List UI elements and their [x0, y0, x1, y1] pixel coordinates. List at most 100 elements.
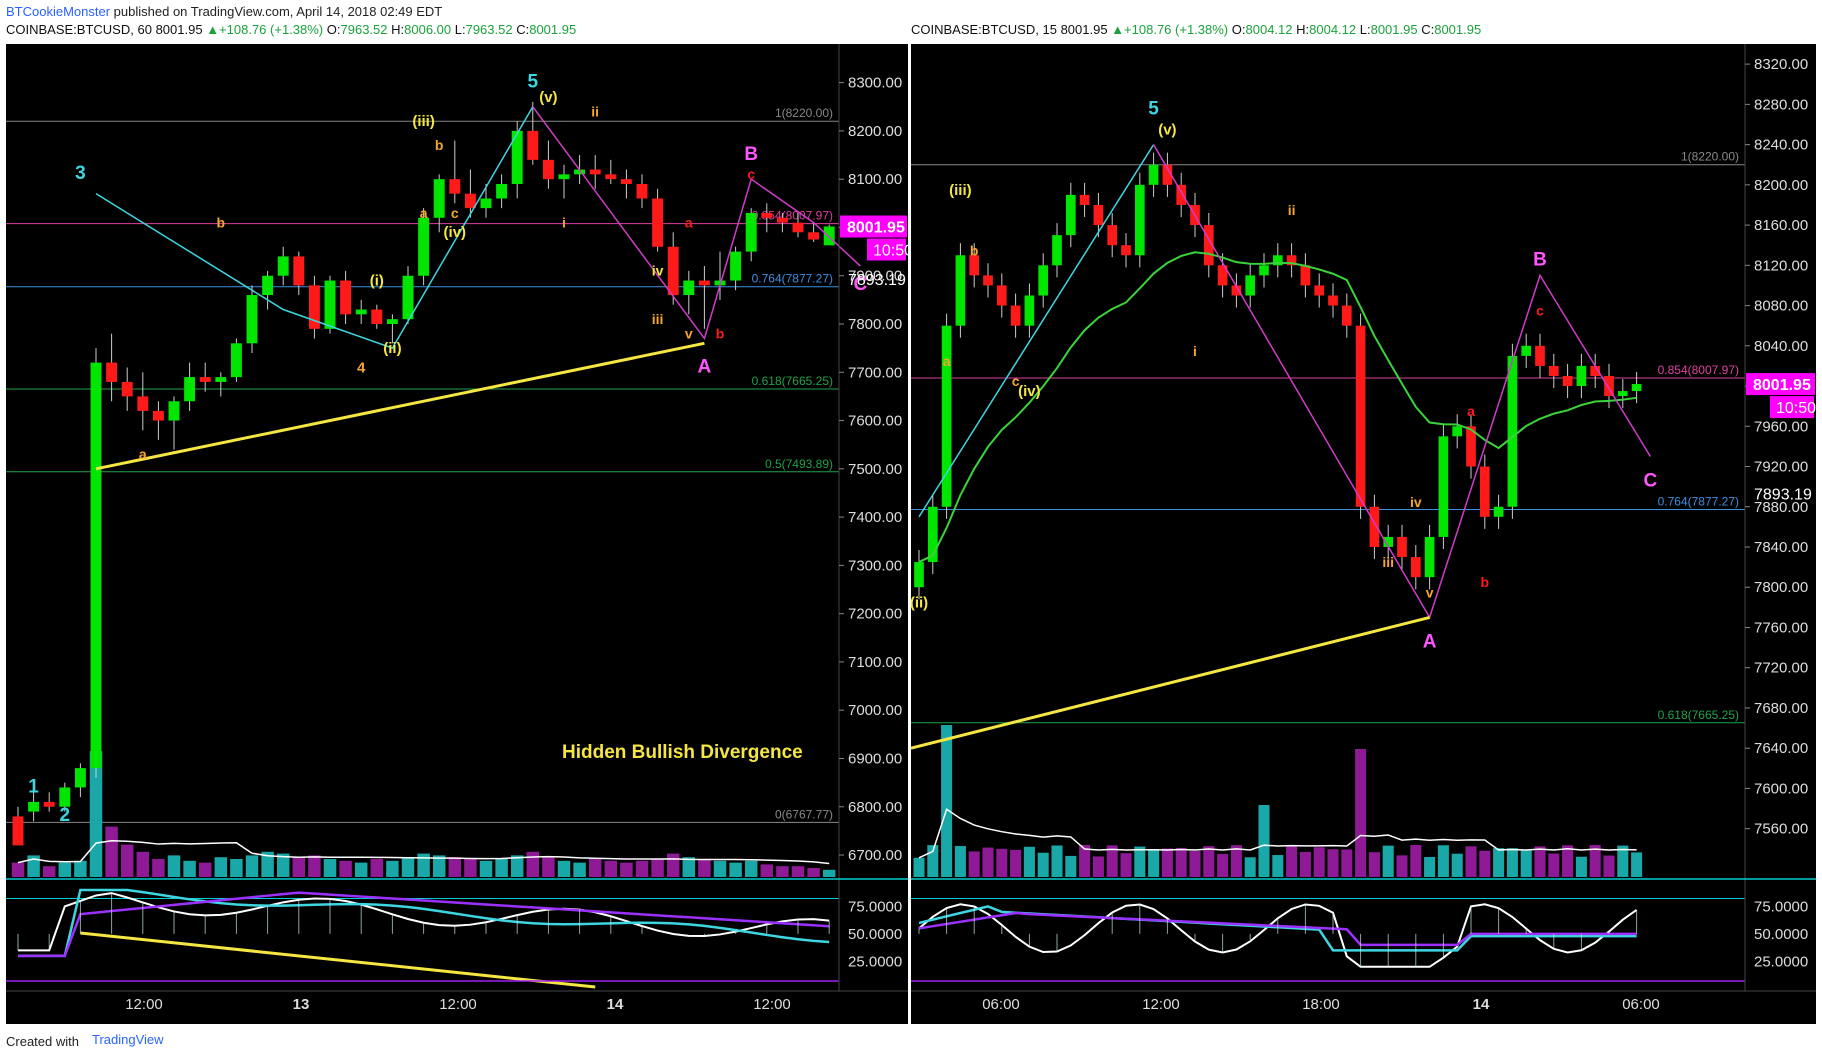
volume-bar — [729, 862, 742, 877]
author-link[interactable]: BTCookieMonster — [6, 4, 111, 19]
candle-body — [730, 251, 742, 281]
left-chart-panel[interactable]: 1(8220.00) 0.854(8007.97) 0.764(7877.27) 0.… — [6, 44, 913, 1024]
candle-body — [1369, 506, 1380, 547]
published-text: published on TradingView.com, April 14, … — [113, 4, 443, 19]
candle-body — [480, 198, 492, 209]
price-tick-label: 8080.00 — [1754, 298, 1808, 315]
price-tick-label: 7800.00 — [848, 316, 902, 333]
volume-bar — [448, 857, 462, 877]
candle-body — [106, 362, 118, 382]
right-chart-svg[interactable]: 1(8220.00) 0.854(8007.97) 0.764(7877.27) 0.… — [910, 44, 1816, 1024]
candle-body — [1604, 375, 1614, 397]
fib-label: 0.764(7877.27) — [1658, 495, 1739, 509]
cursor-price-label: 7893.19 — [1754, 486, 1812, 503]
volume-bar — [968, 851, 980, 877]
wave-label: c — [747, 166, 755, 182]
candle-body — [137, 396, 149, 411]
volume-bar — [941, 725, 953, 877]
wave-label: a — [1467, 403, 1475, 419]
fib-label: 1(8220.00) — [775, 106, 833, 120]
indicator-tick-label: 75.0000 — [1754, 898, 1808, 915]
wave-count-line-cyan — [918, 144, 1155, 518]
cursor-price-label: 7893.19 — [848, 272, 906, 289]
volume-bar — [1023, 846, 1035, 877]
price-tick-label: 7880.00 — [1754, 499, 1808, 516]
time-tag-box — [867, 238, 906, 261]
wave-label: A — [1423, 632, 1437, 653]
volume-bar — [604, 860, 618, 877]
volume-bar — [292, 857, 306, 877]
volume-bar — [635, 860, 649, 877]
volume-bar — [1010, 849, 1022, 877]
volume-bar — [1631, 852, 1643, 877]
left-symbol-line: COINBASE:BTCUSD, 60 8001.95 ▲+108.76 (+1… — [6, 22, 576, 37]
candle-body — [620, 179, 632, 184]
wave-label: B — [1533, 249, 1547, 270]
volume-bar — [1120, 853, 1132, 877]
volume-bar — [323, 859, 337, 877]
volume-bar — [308, 855, 321, 877]
price-tick-label: 7900.00 — [848, 268, 902, 285]
price-tick-label: 8240.00 — [1754, 137, 1808, 154]
candle-body — [1217, 265, 1228, 286]
candle-body — [1038, 265, 1049, 296]
publish-line: BTCookieMonster published on TradingView… — [6, 4, 442, 19]
footer: Created with TradingView — [0, 1026, 1822, 1057]
candle-body — [1383, 536, 1394, 547]
candle-body — [1121, 245, 1131, 256]
candle-body — [652, 198, 664, 247]
candle-body — [355, 309, 367, 315]
candle-body — [90, 362, 102, 769]
right-chart-panel[interactable]: 1(8220.00) 0.854(8007.97) 0.764(7877.27) 0.… — [910, 44, 1816, 1024]
wave-count-line-cyan — [95, 106, 534, 350]
time-tag-label: 10:50 — [1776, 400, 1816, 417]
candle-body — [996, 285, 1007, 306]
volume-bar — [698, 859, 711, 877]
wave-label: 5 — [528, 71, 539, 92]
volume-bar — [401, 857, 415, 877]
candle-body — [199, 377, 211, 382]
candle-body — [184, 377, 196, 402]
volume-bar — [1175, 847, 1187, 877]
wave-label: ii — [591, 103, 599, 119]
left-last: 8001.95 — [155, 22, 203, 37]
wave-label: c — [1012, 373, 1020, 389]
right-h-label: H: — [1296, 22, 1310, 37]
volume-bar — [1051, 845, 1063, 877]
volume-bar — [1286, 845, 1298, 877]
volume-bar — [1037, 852, 1049, 877]
volume-bar — [1134, 846, 1146, 877]
volume-bar — [954, 845, 966, 877]
candle-body — [496, 184, 508, 199]
fib-label: 0.764(7877.27) — [752, 272, 833, 286]
candle-body — [808, 232, 820, 240]
fib-label: 0.854(8007.97) — [752, 209, 833, 223]
candle-body — [605, 174, 617, 180]
volume-bar — [1092, 856, 1104, 877]
left-close: 8001.95 — [529, 22, 577, 37]
price-tick-label: 8300.00 — [848, 75, 902, 92]
candle-body — [761, 212, 773, 218]
wave-label: (iii) — [412, 113, 435, 130]
indicator-tick-label: 25.0000 — [1754, 953, 1808, 970]
candle-body — [1010, 305, 1021, 326]
tradingview-logo-link[interactable]: TradingView — [92, 1032, 164, 1047]
candle-body — [1507, 355, 1518, 507]
candle-body — [1259, 265, 1269, 276]
left-chart-svg[interactable]: 1(8220.00) 0.854(8007.97) 0.764(7877.27) 0.… — [6, 44, 913, 1024]
volume-bar — [354, 862, 368, 877]
left-h-label: H: — [391, 22, 405, 37]
candle-body — [386, 319, 398, 324]
volume-bar — [822, 869, 836, 877]
time-tick-label: 14 — [1473, 996, 1490, 1013]
candle-body — [574, 169, 586, 175]
volume-bar — [1355, 749, 1367, 877]
wave-label: B — [744, 144, 758, 165]
price-tick-label: 7560.00 — [1754, 821, 1808, 838]
right-low: 8001.95 — [1370, 22, 1418, 37]
candle-body — [1631, 384, 1642, 392]
right-l-label: L: — [1359, 22, 1371, 37]
volume-bar — [198, 862, 212, 877]
wave-label: v — [1426, 584, 1434, 600]
volume-bar — [1327, 849, 1339, 877]
